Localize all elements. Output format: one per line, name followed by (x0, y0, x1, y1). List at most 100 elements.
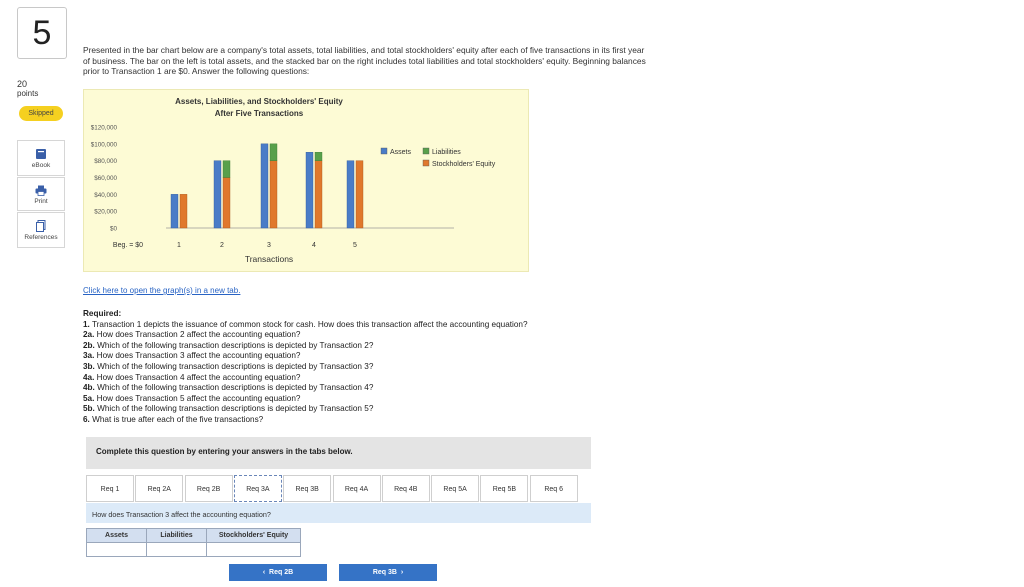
y-tick-label: $100,000 (91, 141, 118, 148)
ebook-label: eBook (31, 162, 51, 169)
tab-req-4b[interactable]: Req 4B (381, 475, 430, 502)
y-tick-label: $60,000 (94, 175, 117, 182)
required-item-number: 1. (83, 319, 90, 329)
required-item-number: 4b. (83, 383, 95, 393)
y-tick-label: $80,000 (94, 158, 117, 165)
bar-assets (170, 194, 179, 229)
required-item-text: How does Transaction 2 affect the accoun… (94, 330, 301, 340)
required-item-number: 2a. (83, 330, 95, 340)
answer-assets-cell[interactable] (86, 542, 147, 557)
bar-stockholders-equity (269, 160, 278, 229)
required-item-number: 5a. (83, 393, 95, 403)
references-button[interactable]: References (17, 212, 65, 248)
x-tick-label: 4 (312, 242, 316, 249)
answer-stockholders-equity-cell[interactable] (206, 542, 301, 557)
required-item-text: Which of the following transaction descr… (94, 361, 374, 371)
y-tick-label: $0 (110, 226, 118, 233)
header-assets: Assets (86, 528, 147, 543)
tab-req-5a[interactable]: Req 5A (431, 475, 480, 502)
references-icon (36, 220, 46, 232)
tab-req-4a[interactable]: Req 4A (332, 475, 381, 502)
y-tick-label: $120,000 (91, 125, 118, 132)
required-item-text: Transaction 1 depicts the issuance of co… (89, 319, 528, 329)
required-item-text: Which of the following transaction descr… (94, 404, 374, 414)
x-tick-label: Beg. = $0 (113, 242, 143, 249)
required-item-text: How does Transaction 3 affect the accoun… (94, 351, 301, 361)
question-number: 5 (17, 7, 67, 59)
print-button[interactable]: Print (17, 177, 65, 211)
header-stockholders-equity: Stockholders' Equity (206, 528, 301, 543)
header-liabilities: Liabilities (146, 528, 207, 543)
required-item-number: 2b. (83, 340, 95, 350)
references-label: References (24, 234, 58, 241)
status-badge: Skipped (19, 106, 63, 121)
answer-table: Assets Liabilities Stockholders' Equity (86, 528, 301, 557)
bar-assets (305, 152, 314, 229)
bar-liabilities (269, 143, 278, 161)
sub-question-text: How does Transaction 3 affect the accoun… (92, 510, 271, 519)
required-item-number: 6. (83, 414, 90, 424)
prev-label: Req 2B (269, 569, 294, 576)
chart-plot: $0 $20,000 $40,000 $60,000 $80,000 $100,000 $1… (91, 125, 496, 265)
legend-label: Assets (390, 149, 412, 156)
x-tick-label: 1 (177, 242, 181, 249)
tab-req-5b[interactable]: Req 5B (480, 475, 529, 502)
points-label: points (17, 89, 39, 98)
legend-swatch (422, 147, 430, 155)
required-item: 3b. Which of the following transaction d… (83, 362, 643, 373)
required-item-number: 4a. (83, 372, 95, 382)
required-heading: Required: (83, 309, 122, 318)
required-section: Required: 1. Transaction 1 depicts the i… (83, 309, 643, 426)
required-item-text: How does Transaction 5 affect the accoun… (94, 393, 301, 403)
required-item-number: 3a. (83, 351, 95, 361)
chart-subtitle: After Five Transactions (214, 109, 304, 118)
tab-req-6[interactable]: Req 6 (529, 475, 578, 502)
points-info: 20 points (17, 79, 39, 99)
required-item: 5b. Which of the following transaction d… (83, 404, 643, 415)
points-value: 20 (17, 79, 28, 89)
chevron-left-icon: ‹ (262, 569, 266, 576)
bar-assets (213, 160, 222, 229)
tab-req-2b[interactable]: Req 2B (184, 475, 233, 502)
ebook-button[interactable]: eBook (17, 140, 65, 176)
chevron-right-icon: › (400, 569, 404, 576)
tab-req-3b[interactable]: Req 3B (283, 475, 332, 502)
required-item: 2a. How does Transaction 2 affect the ac… (83, 330, 643, 341)
tab-req-1[interactable]: Req 1 (86, 475, 134, 502)
required-item: 4a. How does Transaction 4 affect the ac… (83, 373, 643, 384)
book-icon (36, 149, 46, 159)
bar-liabilities (314, 152, 323, 161)
instructions-bar: Complete this question by entering your … (86, 437, 591, 469)
question-prompt: Presented in the bar chart below are a c… (83, 45, 646, 77)
sub-question-bar: How does Transaction 3 affect the accoun… (86, 503, 591, 523)
next-requirement-button[interactable]: Req 3B › (339, 564, 437, 581)
answer-liabilities-cell[interactable] (146, 542, 207, 557)
required-item-number: 5b. (83, 404, 95, 414)
required-item-number: 3b. (83, 361, 95, 371)
tab-req-3a[interactable]: Req 3A (233, 475, 282, 502)
y-tick-label: $20,000 (94, 209, 117, 216)
x-tick-label: 5 (353, 242, 357, 249)
prev-requirement-button[interactable]: ‹ Req 2B (229, 564, 327, 581)
bar-assets (260, 143, 269, 229)
bar-chart: Assets, Liabilities, and Stockholders' E… (83, 89, 529, 272)
required-item: 3a. How does Transaction 3 affect the ac… (83, 351, 643, 362)
tab-req-2a[interactable]: Req 2A (135, 475, 184, 502)
legend-swatch (380, 147, 388, 155)
required-item: 4b. Which of the following transaction d… (83, 383, 643, 394)
required-item-text: Which of the following transaction descr… (94, 383, 374, 393)
instructions-text: Complete this question by entering your … (96, 447, 353, 456)
bar-assets (346, 160, 355, 229)
required-item: 1. Transaction 1 depicts the issuance of… (83, 320, 643, 331)
y-tick-label: $40,000 (94, 192, 117, 199)
legend-label: Liabilities (432, 149, 461, 156)
bar-liabilities (222, 160, 231, 178)
bar-stockholders-equity (179, 194, 188, 229)
open-graph-link[interactable]: Click here to open the graph(s) in a new… (83, 286, 241, 295)
required-item: 2b. Which of the following transaction d… (83, 341, 643, 352)
print-label: Print (34, 198, 48, 205)
x-tick-label: 2 (220, 242, 224, 249)
legend-label: Stockholders' Equity (432, 161, 496, 168)
chart-title: Assets, Liabilities, and Stockholders' E… (175, 97, 343, 106)
required-item: 6. What is true after each of the five t… (83, 415, 643, 426)
